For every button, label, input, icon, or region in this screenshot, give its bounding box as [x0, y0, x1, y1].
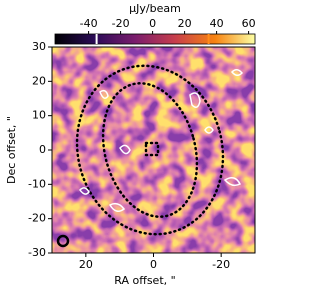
map-image	[52, 47, 255, 253]
center-marker	[144, 141, 160, 157]
y-tick-label: 30	[32, 40, 46, 53]
y-axis-label: Dec offset, "	[5, 116, 18, 184]
colorbar-tick-label: 0	[149, 17, 156, 30]
colorbar-tick-label: -20	[112, 17, 130, 30]
x-tick-label: 0	[150, 258, 157, 271]
x-axis-label: RA offset, "	[114, 274, 175, 287]
contours	[79, 69, 244, 212]
beam	[56, 234, 70, 248]
y-tick-label: -30	[28, 246, 46, 259]
y-tick-label: -20	[28, 212, 46, 225]
colorbar-tick-label: 40	[210, 17, 224, 30]
colorbar-tick-label: 20	[178, 17, 192, 30]
colorbar-label: μJy/beam	[129, 2, 181, 15]
colorbar-tick-label: 60	[242, 17, 256, 30]
map	[52, 47, 255, 253]
chart: μJy/beam RA offset, " Dec offset, " 20 0 -…	[5, 2, 256, 287]
y-tick-label: 20	[32, 74, 46, 87]
y-tick-label: -10	[28, 177, 46, 190]
outer-ring	[75, 64, 225, 236]
x-tick-label: 20	[79, 258, 93, 271]
x-tick-label: -20	[212, 258, 230, 271]
colorbar	[54, 33, 256, 45]
y-tick-label: 10	[32, 109, 46, 122]
inner-ring	[101, 82, 199, 218]
y-tick-label: 0	[39, 143, 46, 156]
colorbar-tick-label: -40	[80, 17, 98, 30]
